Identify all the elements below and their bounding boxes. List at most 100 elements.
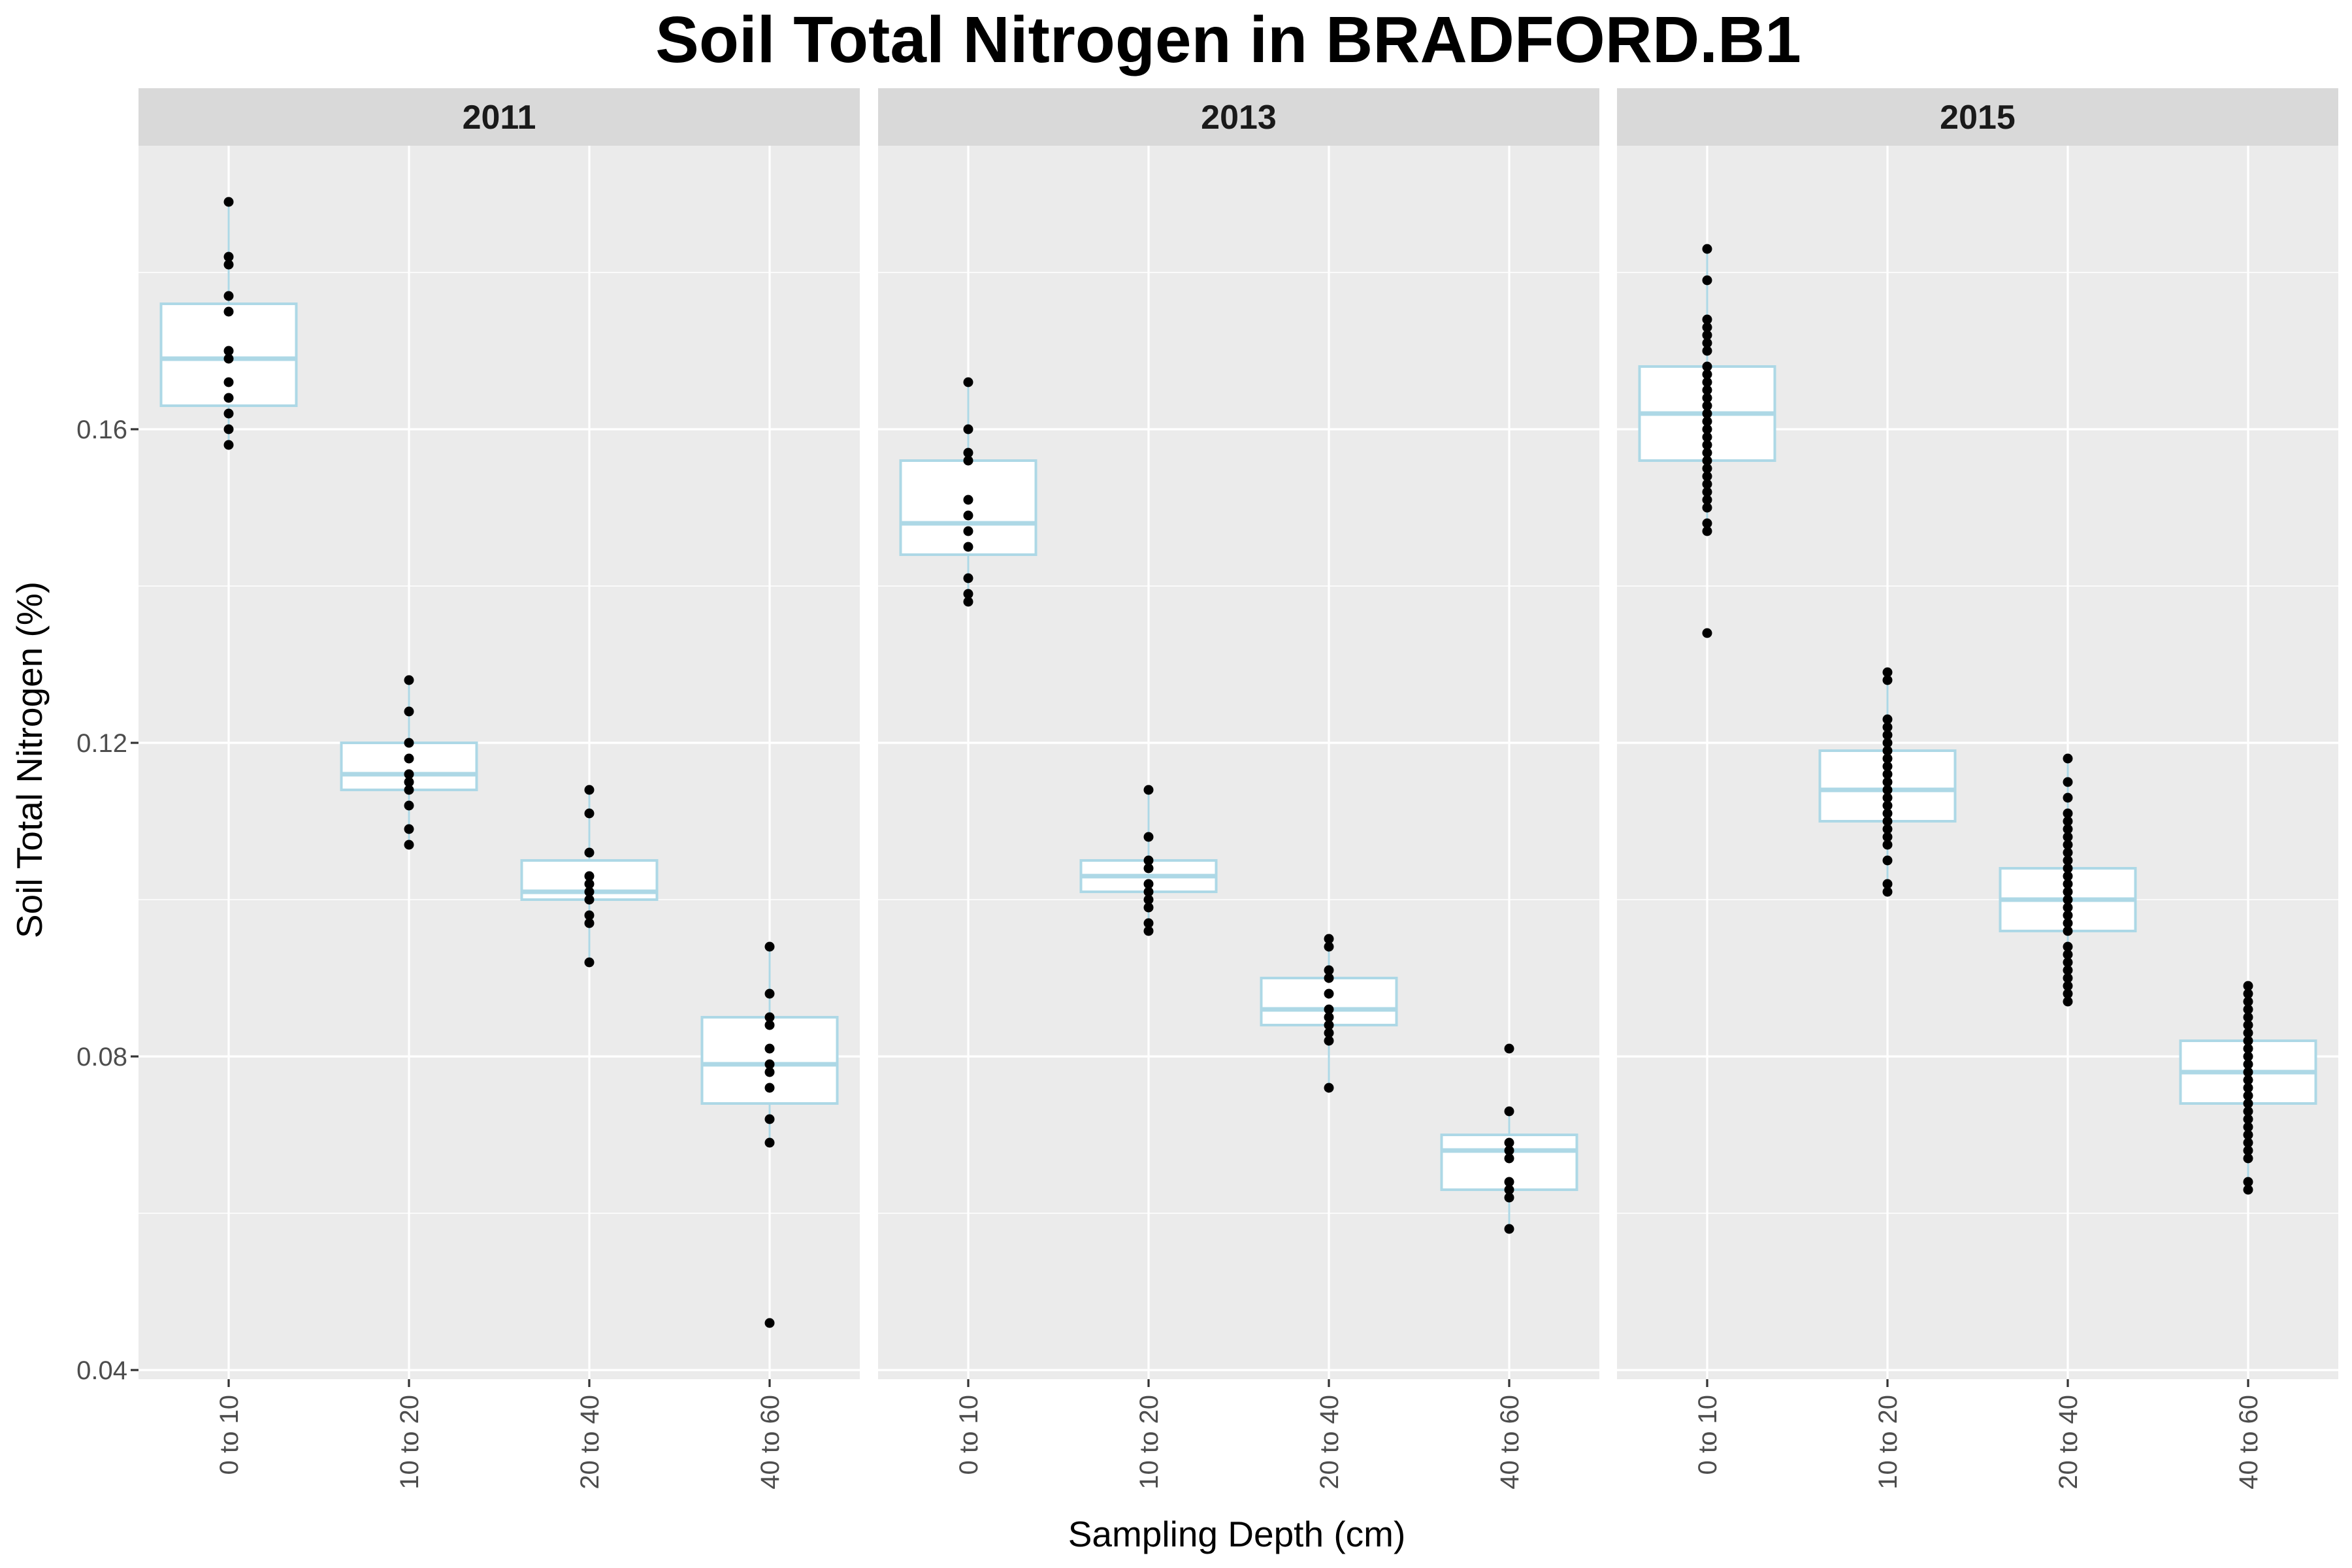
data-point [963,495,973,505]
data-point [223,291,234,301]
data-point [1504,1192,1514,1203]
data-point [1702,338,1712,348]
data-point [584,808,595,819]
data-point [1324,1012,1334,1022]
data-point [1702,455,1712,466]
data-point [2243,1083,2253,1093]
y-tick-label: 0.16 [76,416,127,444]
data-point [1702,487,1712,497]
data-point [1702,385,1712,395]
data-point [2243,1098,2253,1109]
boxplot-2013-40-to-60 [1440,1043,1578,1234]
data-point [1504,1106,1514,1117]
data-point [1143,855,1154,866]
data-point [2063,855,2073,866]
data-point [764,1137,775,1148]
facet-strip [139,88,860,146]
data-point [223,408,234,419]
data-point [1702,440,1712,450]
data-point [2063,949,2073,960]
data-point [2243,1184,2253,1195]
data-point [584,957,595,968]
data-point [1882,745,1893,756]
x-tick-label: 0 to 10 [955,1395,983,1475]
data-point [2243,1130,2253,1140]
data-point [584,847,595,858]
data-point [1702,526,1712,536]
data-point [2063,816,2073,826]
data-point [1702,377,1712,387]
data-point [1324,941,1334,952]
data-point [2063,926,2073,936]
data-point [764,1059,775,1070]
data-point [1882,887,1893,897]
data-point [1702,448,1712,458]
data-point [1143,887,1154,897]
data-point [1143,863,1154,874]
data-point [963,596,973,607]
data-point [2243,1043,2253,1054]
data-point [584,910,595,921]
data-point [1702,346,1712,356]
facet-panel-2015: 2015 0 to 10 10 to 20 20 to 40 40 to 60 [1617,88,2338,1490]
facet-panels: 2011 0 to 10 10 to 20 20 to 40 40 to 60 2013 0… [76,88,2338,1490]
data-point [2243,1090,2253,1101]
data-point [223,377,234,387]
data-point [2063,863,2073,874]
data-point [1143,926,1154,936]
data-point [2063,753,2073,764]
data-point [963,424,973,434]
data-point [764,1043,775,1054]
data-point [1702,330,1712,340]
data-point [2243,1028,2253,1038]
data-point [1882,879,1893,889]
facet-strip-label: 2013 [1201,99,1277,137]
data-point [1882,824,1893,834]
data-point [584,887,595,897]
x-tick-label: 20 to 40 [576,1395,604,1490]
data-point [2243,1153,2253,1164]
data-point [764,1318,775,1328]
data-point [223,353,234,364]
boxplot-2011-40-to-60 [700,941,839,1328]
data-point [404,738,414,748]
facet-panel-2011: 2011 0 to 10 10 to 20 20 to 40 40 to 60 [139,88,860,1490]
data-point [1324,1083,1334,1093]
boxplot-2013-0-to-10 [899,377,1037,607]
data-point [1702,369,1712,380]
data-point [2243,1020,2253,1030]
data-point [1324,1004,1334,1015]
data-point [2063,957,2073,968]
data-point [584,785,595,795]
data-point [2063,808,2073,819]
data-point [2243,1036,2253,1046]
data-point [2063,847,2073,858]
data-point [404,800,414,811]
data-point [1504,1153,1514,1164]
data-point [1504,1145,1514,1156]
boxplot-2015-0-to-10 [1638,244,1776,638]
data-point [2063,832,2073,842]
data-point [1702,628,1712,638]
data-point [764,1114,775,1124]
data-point [2243,996,2253,1007]
data-point [1702,432,1712,442]
data-point [584,918,595,928]
y-tick-label: 0.04 [76,1356,127,1385]
data-point [1882,800,1893,811]
facet-strip [878,88,1599,146]
boxplot-2015-20-to-40 [1999,753,2137,1007]
data-point [2243,1145,2253,1156]
data-point [584,879,595,889]
boxplot-2015-10-to-20 [1818,667,1957,897]
facet-panel-2013: 2013 0 to 10 10 to 20 20 to 40 40 to 60 [878,88,1599,1490]
data-point [404,706,414,717]
facet-strip-label: 2011 [463,99,536,137]
x-tick-label: 40 to 60 [1495,1395,1524,1490]
data-point [764,941,775,952]
boxplot-2011-10-to-20 [340,675,478,850]
data-point [1504,1043,1514,1054]
data-point [2243,1004,2253,1015]
data-point [963,377,973,387]
